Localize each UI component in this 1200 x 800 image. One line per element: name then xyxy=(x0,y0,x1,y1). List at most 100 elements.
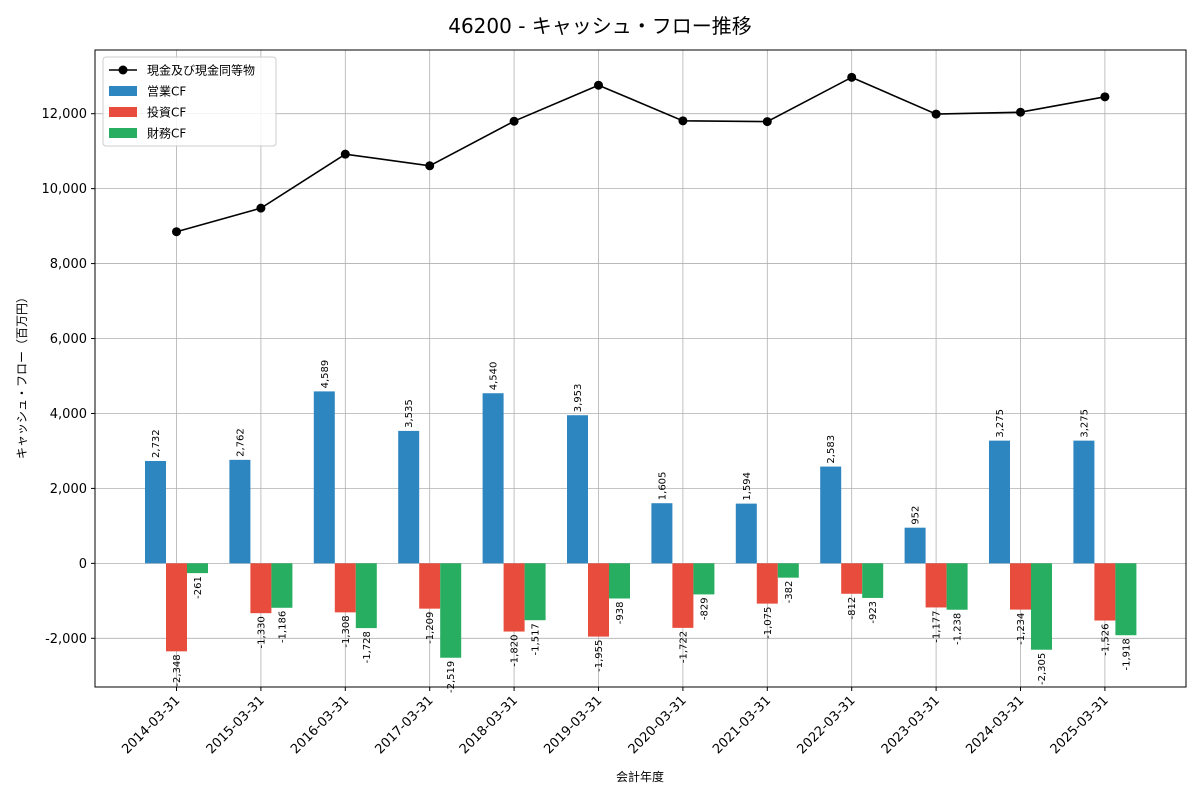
legend-box xyxy=(102,56,277,147)
data-label: -261 xyxy=(193,576,204,599)
cash-line-point xyxy=(847,72,857,82)
bar xyxy=(1115,563,1137,636)
y-tick-label: 2,000 xyxy=(50,482,87,497)
bar xyxy=(904,527,926,564)
y-axis-label: キャッシュ・フロー（百万円） xyxy=(15,291,29,459)
data-label: -938 xyxy=(615,601,626,624)
cash-line-point xyxy=(340,149,350,159)
bar xyxy=(735,503,757,564)
cash-line-point xyxy=(762,117,772,127)
legend-label: 営業CF xyxy=(147,85,186,99)
bar xyxy=(419,563,441,609)
bar xyxy=(524,563,546,621)
legend-marker-swatch xyxy=(118,65,128,75)
data-label: 2,762 xyxy=(235,428,246,457)
cash-line-point xyxy=(172,227,181,237)
plot-frame xyxy=(94,49,1187,688)
bar xyxy=(1073,440,1095,564)
data-label: -812 xyxy=(847,597,858,620)
y-tick-label: -2,000 xyxy=(45,632,87,647)
bar xyxy=(482,393,504,564)
bar xyxy=(862,563,884,598)
legend-swatch xyxy=(109,86,137,96)
bar xyxy=(271,563,293,608)
bar xyxy=(229,459,251,564)
data-label: 2,732 xyxy=(151,429,162,458)
legend-label: 現金及び現金同等物 xyxy=(147,63,255,78)
data-label: -1,517 xyxy=(531,623,542,655)
data-label: -1,209 xyxy=(425,612,436,644)
bar xyxy=(166,563,187,652)
cash-line-point xyxy=(931,109,941,119)
bar xyxy=(609,563,630,599)
bar xyxy=(1031,563,1052,650)
bar xyxy=(145,460,166,564)
data-label: -829 xyxy=(699,597,710,620)
data-label: -1,722 xyxy=(678,631,689,663)
data-label: 3,953 xyxy=(573,384,584,413)
bar xyxy=(334,563,356,613)
x-axis-label: 会計年度 xyxy=(616,769,664,784)
bar xyxy=(187,563,208,574)
cash-line-point xyxy=(509,116,519,126)
y-tick-label: 12,000 xyxy=(42,107,88,122)
bar xyxy=(651,503,673,564)
bar xyxy=(588,563,609,637)
data-label: -1,526 xyxy=(1100,624,1111,656)
bar xyxy=(567,415,588,564)
y-tick-label: 8,000 xyxy=(50,257,87,272)
bar xyxy=(989,440,1010,564)
data-labels: 2,732 2,762 4,589 3,535 4,540 3,953 1,605 1,594… xyxy=(151,360,1132,693)
data-label: 2,583 xyxy=(826,435,837,464)
data-label: 3,275 xyxy=(995,409,1006,438)
cash-line-path xyxy=(176,76,1106,233)
y-tick-label: 0 xyxy=(79,557,87,572)
cash-line-point xyxy=(425,161,435,171)
bar-marks xyxy=(145,391,1137,658)
y-tick-label: 10,000 xyxy=(42,182,88,197)
legend-swatch xyxy=(109,128,137,138)
data-label: 4,540 xyxy=(489,362,500,391)
data-label: -1,308 xyxy=(341,615,352,647)
cash-line-point xyxy=(594,80,603,90)
data-label: -1,177 xyxy=(932,610,943,642)
data-label: 4,589 xyxy=(320,360,331,389)
cash-line-point xyxy=(1100,92,1110,102)
bar xyxy=(925,563,947,608)
data-label: -1,075 xyxy=(763,607,774,639)
data-label: -2,305 xyxy=(1037,653,1048,685)
legend-label: 投資CF xyxy=(147,105,186,120)
bar xyxy=(313,391,335,564)
data-label: -1,186 xyxy=(277,611,288,643)
bar xyxy=(503,563,525,632)
bar xyxy=(672,563,694,628)
data-label: -923 xyxy=(868,601,879,624)
data-label: 1,605 xyxy=(657,472,668,501)
bar xyxy=(355,563,377,629)
cash-line xyxy=(172,72,1110,237)
data-label: -1,918 xyxy=(1121,638,1132,670)
data-label: 3,275 xyxy=(1079,409,1090,438)
bar xyxy=(440,563,462,658)
data-label: -1,330 xyxy=(256,616,267,648)
data-label: -382 xyxy=(784,581,795,604)
bar xyxy=(1010,563,1031,610)
cash-line-point xyxy=(256,203,266,213)
bar xyxy=(1094,563,1116,621)
bar xyxy=(693,563,715,595)
cash-line-point xyxy=(678,116,688,126)
bar xyxy=(756,563,778,604)
data-label: -1,728 xyxy=(362,631,373,663)
bar xyxy=(820,466,842,564)
data-label: -2,519 xyxy=(446,661,457,693)
data-label: 3,535 xyxy=(404,399,415,428)
legend-swatch xyxy=(109,107,137,117)
bar xyxy=(777,563,799,578)
data-label: -1,238 xyxy=(953,613,964,645)
bar xyxy=(946,563,968,610)
data-label: -1,955 xyxy=(594,640,605,672)
legend-label: 財務CF xyxy=(147,126,186,141)
y-axis-ticks: -2,000 0 2,000 4,000 6,000 8,000 10,000 12,000 xyxy=(42,107,95,647)
